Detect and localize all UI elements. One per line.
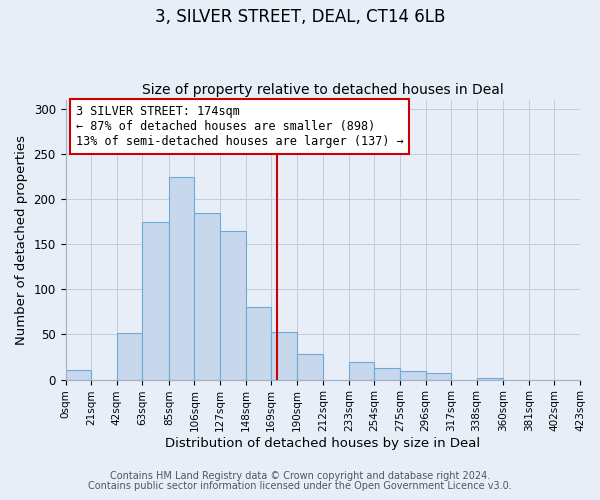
Bar [142, 222, 169, 380]
Bar [194, 214, 220, 380]
Bar [374, 368, 400, 380]
Bar [169, 177, 194, 380]
Bar [116, 332, 142, 380]
Bar [425, 374, 451, 380]
X-axis label: Distribution of detached houses by size in Deal: Distribution of detached houses by size … [165, 437, 481, 450]
Bar [245, 308, 271, 380]
Title: Size of property relative to detached houses in Deal: Size of property relative to detached ho… [142, 83, 503, 97]
Bar [271, 332, 296, 380]
Y-axis label: Number of detached properties: Number of detached properties [15, 134, 28, 344]
Bar [400, 372, 425, 380]
Bar [349, 362, 374, 380]
Text: Contains HM Land Registry data © Crown copyright and database right 2024.: Contains HM Land Registry data © Crown c… [110, 471, 490, 481]
Text: Contains public sector information licensed under the Open Government Licence v3: Contains public sector information licen… [88, 481, 512, 491]
Bar [296, 354, 323, 380]
Text: 3 SILVER STREET: 174sqm
← 87% of detached houses are smaller (898)
13% of semi-d: 3 SILVER STREET: 174sqm ← 87% of detache… [76, 105, 404, 148]
Bar [476, 378, 503, 380]
Bar [65, 370, 91, 380]
Bar [220, 232, 245, 380]
Text: 3, SILVER STREET, DEAL, CT14 6LB: 3, SILVER STREET, DEAL, CT14 6LB [155, 8, 445, 26]
